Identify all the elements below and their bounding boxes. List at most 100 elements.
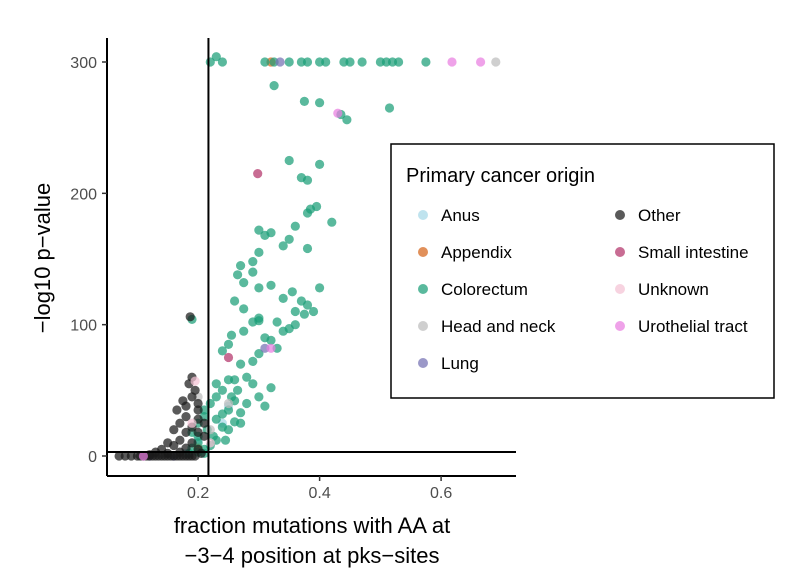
point-other-37 (126, 451, 136, 461)
point-colorectum-79 (266, 383, 276, 393)
point-colorectum-45 (254, 283, 264, 293)
point-colorectum-12 (357, 57, 367, 67)
point-other-11 (169, 425, 179, 435)
point-head-and-neck-0 (491, 57, 501, 67)
point-colorectum-30 (312, 201, 322, 212)
point-colorectum-65 (254, 349, 264, 359)
point-colorectum-53 (308, 306, 319, 317)
point-colorectum-11 (345, 57, 355, 67)
tick-labels: 0 100 200 300 0.2 0.4 0.6 (70, 55, 452, 502)
legend-key-small-intestine (615, 247, 625, 257)
point-colorectum-1 (211, 52, 221, 62)
point-colorectum-85 (211, 392, 221, 402)
legend-label-colorectum: Colorectum (441, 280, 528, 299)
point-urothelial-tract-4 (138, 451, 148, 461)
point-other-16 (187, 438, 197, 448)
legend: Primary cancer origin Anus Appendix Colore… (390, 143, 775, 399)
legend-key-urothelial-tract (615, 321, 625, 331)
point-colorectum-61 (284, 324, 294, 334)
point-colorectum-17 (421, 57, 431, 67)
point-other-15 (175, 435, 185, 445)
legend-title: Primary cancer origin (406, 165, 595, 187)
point-colorectum-107 (236, 408, 246, 418)
point-colorectum-2 (217, 57, 227, 67)
point-other-18 (169, 440, 179, 451)
point-other-9 (175, 418, 185, 428)
point-colorectum-75 (233, 385, 243, 395)
point-colorectum-19 (299, 96, 309, 106)
point-other-5 (193, 398, 203, 409)
point-colorectum-5 (284, 57, 294, 67)
point-colorectum-44 (239, 278, 249, 288)
point-colorectum-20 (315, 98, 325, 108)
point-colorectum-70 (226, 330, 237, 340)
legend-label-appendix: Appendix (441, 243, 512, 262)
legend-items: Anus Appendix Colorectum Head and neck Lung O… (418, 206, 749, 373)
point-colorectum-104 (223, 425, 234, 435)
point-other-38 (114, 451, 124, 461)
legend-label-head-and-neck: Head and neck (441, 317, 556, 336)
legend-label-urothelial-tract: Urothelial tract (638, 317, 748, 336)
legend-label-unknown: Unknown (638, 280, 709, 299)
x-tick-label-2: 0.6 (430, 485, 452, 502)
point-colorectum-3 (260, 57, 270, 67)
point-colorectum-111 (230, 375, 240, 385)
y-tick-label-1: 100 (70, 318, 97, 335)
point-other-7 (181, 412, 191, 422)
point-colorectum-46 (266, 280, 276, 290)
point-colorectum-40 (248, 257, 258, 267)
point-colorectum-16 (394, 57, 404, 67)
point-other-49 (196, 448, 206, 458)
point-colorectum-34 (278, 241, 288, 251)
point-colorectum-41 (236, 261, 246, 271)
point-colorectum-26 (302, 175, 313, 185)
point-colorectum-47 (278, 293, 288, 303)
point-urothelial-tract-1 (476, 57, 486, 67)
legend-key-head-and-neck (418, 321, 428, 331)
point-other-12 (181, 427, 191, 437)
point-colorectum-42 (248, 267, 258, 277)
point-other-50 (193, 405, 203, 415)
y-axis-title: −log10 p−value (30, 183, 55, 333)
point-colorectum-33 (284, 234, 294, 244)
point-colorectum-78 (260, 401, 270, 411)
point-colorectum-112 (242, 398, 252, 409)
point-colorectum-43 (233, 270, 243, 280)
point-colorectum-77 (254, 392, 264, 402)
point-colorectum-39 (254, 247, 264, 257)
x-axis-title-line-2: −3−4 position at pks−sites (185, 543, 440, 568)
point-colorectum-67 (236, 359, 246, 369)
legend-key-unknown (615, 284, 625, 294)
point-colorectum-24 (284, 155, 294, 166)
point-colorectum-68 (223, 339, 234, 349)
point-colorectum-81 (211, 379, 221, 389)
point-colorectum-73 (254, 316, 264, 326)
point-colorectum-18 (269, 81, 279, 91)
point-colorectum-56 (230, 296, 240, 306)
legend-key-colorectum (418, 284, 428, 294)
legend-key-anus (418, 210, 428, 220)
points-layer (114, 52, 501, 461)
x-axis-title-line-1: fraction mutations with AA at (174, 513, 450, 538)
point-small-intestine-1 (223, 352, 234, 363)
point-colorectum-9 (321, 57, 331, 67)
point-colorectum-23 (384, 103, 395, 113)
y-tick-label-3: 300 (70, 55, 97, 72)
point-other-0 (185, 312, 195, 322)
legend-box (390, 143, 775, 399)
point-colorectum-71 (239, 326, 249, 336)
point-colorectum-59 (272, 317, 282, 327)
point-colorectum-32 (290, 221, 300, 231)
x-tick-label-1: 0.4 (308, 485, 330, 502)
point-other-6 (172, 405, 182, 415)
point-colorectum-76 (248, 379, 258, 389)
point-lung-0 (275, 57, 285, 67)
point-colorectum-27 (315, 159, 325, 169)
point-urothelial-tract-0 (447, 57, 457, 67)
point-other-51 (190, 385, 200, 395)
legend-label-lung: Lung (441, 354, 479, 373)
legend-key-other (615, 210, 625, 220)
legend-key-appendix (418, 247, 428, 257)
point-urothelial-tract-2 (333, 108, 343, 118)
point-colorectum-54 (315, 283, 325, 293)
